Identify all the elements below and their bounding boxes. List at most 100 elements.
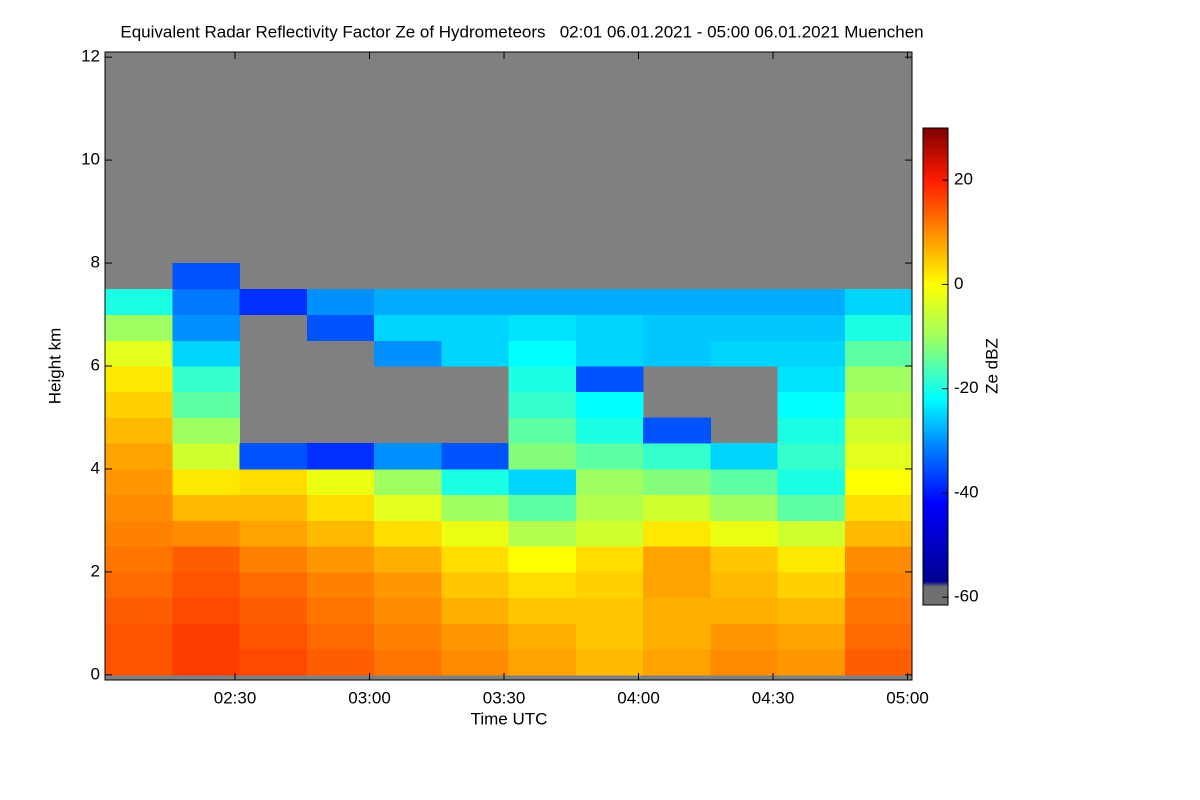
colorbar-tick-label: 0: [954, 274, 963, 293]
heatmap-cell: [105, 494, 173, 521]
heatmap-cell: [777, 546, 846, 573]
y-tick-label: 10: [81, 150, 100, 169]
heatmap-cell: [172, 314, 240, 341]
heatmap-cell: [172, 288, 240, 316]
heatmap-cell: [306, 649, 375, 676]
heatmap-cell: [374, 340, 442, 367]
heatmap-cell: [172, 263, 240, 290]
heatmap-cell: [777, 649, 846, 676]
heatmap-cell: [844, 520, 913, 547]
heatmap-cell: [575, 443, 644, 470]
heatmap-cell: [777, 494, 846, 521]
heatmap-cell: [441, 520, 509, 547]
heatmap-cell: [441, 571, 509, 599]
heatmap-cell: [508, 391, 577, 418]
x-tick-label: 02:30: [214, 688, 257, 707]
heatmap-cell: [508, 314, 577, 341]
heatmap-cell: [575, 417, 644, 444]
heatmap-cell: [508, 546, 577, 573]
heatmap-cell: [441, 597, 509, 624]
heatmap-cell: [239, 649, 308, 676]
heatmap-cell: [105, 571, 173, 599]
heatmap-cell: [172, 571, 240, 599]
heatmap-cell: [844, 288, 913, 316]
heatmap-cell: [508, 443, 577, 470]
heatmap-cell: [239, 443, 308, 470]
heatmap-cell: [710, 340, 778, 367]
heatmap-cell: [710, 468, 778, 496]
heatmap-cell: [172, 546, 240, 573]
heatmap-cell: [777, 391, 846, 418]
heatmap-cell: [306, 288, 375, 316]
heatmap-cell: [105, 597, 173, 624]
heatmap-cell: [172, 391, 240, 418]
heatmap-cell: [105, 366, 173, 393]
heatmap-cell: [105, 340, 173, 367]
heatmap-cell: [844, 366, 913, 393]
heatmap-cell: [239, 623, 308, 650]
heatmap-cell: [105, 623, 173, 650]
heatmap-cell: [777, 366, 846, 393]
heatmap-cell: [777, 468, 846, 496]
heatmap-cell: [643, 417, 711, 444]
heatmap-cell: [374, 314, 442, 341]
heatmap-cell: [172, 649, 240, 676]
heatmap-cell: [508, 468, 577, 496]
heatmap-cell: [508, 623, 577, 650]
heatmap-cell: [844, 571, 913, 599]
heatmap-cell: [105, 649, 173, 676]
heatmap-cell: [239, 597, 308, 624]
heatmap-cell: [374, 623, 442, 650]
heatmap-cell: [441, 314, 509, 341]
heatmap-cell: [508, 366, 577, 393]
heatmap-cell: [777, 288, 846, 316]
heatmap-cell: [105, 417, 173, 444]
heatmap-cell: [105, 468, 173, 496]
heatmap-cell: [441, 340, 509, 367]
heatmap-cell: [643, 649, 711, 676]
heatmap-cell: [575, 649, 644, 676]
heatmap-cell: [441, 443, 509, 470]
heatmap-cell: [508, 288, 577, 316]
heatmap-cell: [105, 443, 173, 470]
heatmap-cell: [172, 597, 240, 624]
heatmap-cell: [306, 546, 375, 573]
heatmap-cell: [575, 288, 644, 316]
heatmap-cell: [172, 520, 240, 547]
heatmap-cell: [306, 597, 375, 624]
chart-title: Equivalent Radar Reflectivity Factor Ze …: [120, 22, 923, 41]
heatmap-cell: [844, 649, 913, 676]
heatmap-cell: [306, 623, 375, 650]
colorbar-tick-label: 20: [954, 170, 973, 189]
heatmap-cell: [844, 314, 913, 341]
heatmap-cell: [777, 443, 846, 470]
colorbar-tick-label: -60: [954, 587, 979, 606]
heatmap-cell: [575, 340, 644, 367]
heatmap-cell: [306, 520, 375, 547]
heatmap-cell: [643, 340, 711, 367]
y-tick-label: 6: [91, 355, 100, 374]
heatmap-cell: [844, 546, 913, 573]
heatmap-cell: [306, 443, 375, 470]
heatmap-cell: [508, 494, 577, 521]
heatmap-cell: [844, 417, 913, 444]
heatmap-cell: [844, 340, 913, 367]
heatmap-cell: [643, 314, 711, 341]
heatmap-cell: [105, 391, 173, 418]
heatmap-cell: [710, 494, 778, 521]
heatmap-cell: [643, 468, 711, 496]
heatmap-cell: [777, 520, 846, 547]
heatmap-cell: [239, 468, 308, 496]
heatmap-cell: [441, 623, 509, 650]
heatmap-cell: [777, 340, 846, 367]
colorbar-tick-label: -40: [954, 482, 979, 501]
heatmap-cell: [643, 494, 711, 521]
heatmap-cell: [777, 623, 846, 650]
heatmap-cell: [306, 571, 375, 599]
heatmap-cell: [374, 597, 442, 624]
heatmap-cell: [441, 288, 509, 316]
heatmap-cell: [239, 520, 308, 547]
heatmap-cell: [172, 623, 240, 650]
heatmap-cell: [374, 494, 442, 521]
x-tick-label: 03:00: [348, 688, 391, 707]
